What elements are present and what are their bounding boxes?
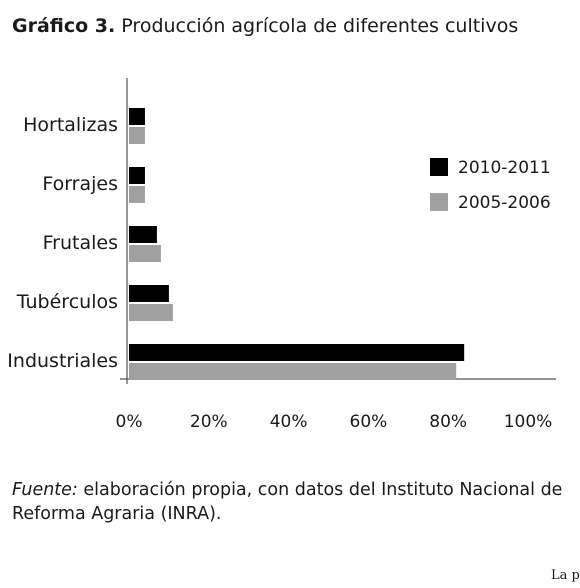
source-note: Fuente: elaboración propia, con datos de…: [12, 478, 580, 526]
bar-frutales-2005-2006: [129, 245, 161, 262]
bar-chart: Hortalizas Forrajes Frutales Tubérculos Indu…: [7, 78, 556, 432]
bar-industriales-2005-2006: [129, 363, 457, 380]
chart-title-label: Gráfico 3.: [12, 15, 116, 37]
bar-tubérculos-2005-2006: [129, 304, 173, 321]
legend-label: 2005-2006: [458, 193, 551, 213]
x-tick-label: 60%: [350, 412, 388, 432]
category-label: Industriales: [7, 350, 118, 372]
bar-frutales-2010-2011: [129, 226, 157, 243]
legend-swatch: [430, 158, 448, 176]
category-label: Tubérculos: [16, 291, 118, 313]
chart-title: Gráfico 3. Producción agrícola de difere…: [12, 15, 518, 37]
category-label: Forrajes: [42, 173, 118, 195]
legend-label: 2010-2011: [458, 158, 551, 178]
category-label: Frutales: [43, 232, 118, 254]
x-tick-label: 20%: [190, 412, 228, 432]
legend-swatch: [430, 193, 448, 211]
x-tick-label: 100%: [504, 412, 553, 432]
x-tick-label: 40%: [270, 412, 308, 432]
chart-title-text: Producción agrícola de diferentes cultiv…: [121, 15, 519, 37]
bar-forrajes-2005-2006: [129, 186, 145, 203]
bar-hortalizas-2005-2006: [129, 127, 145, 144]
x-tick-label: 0%: [116, 412, 143, 432]
source-text: elaboración propia, con datos del Instit…: [12, 480, 563, 524]
x-tick-label: 80%: [429, 412, 467, 432]
bar-industriales-2010-2011: [129, 344, 465, 361]
bar-hortalizas-2010-2011: [129, 108, 145, 125]
bar-forrajes-2010-2011: [129, 167, 145, 184]
page-footer-fragment: La pr: [550, 568, 580, 583]
bar-tubérculos-2010-2011: [129, 285, 169, 302]
source-prefix: Fuente:: [12, 480, 78, 500]
category-label: Hortalizas: [23, 114, 118, 136]
